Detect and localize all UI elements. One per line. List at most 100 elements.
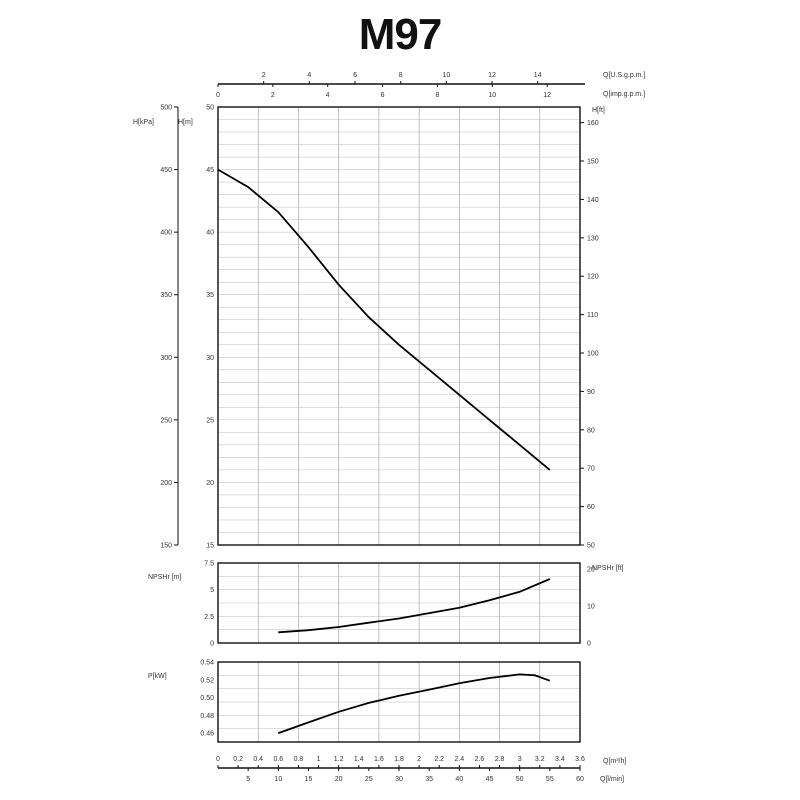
q-lmin-tick-label: 25	[365, 776, 373, 783]
y-tick-label: 0.50	[200, 695, 214, 702]
q-impgpm-tick-label: 12	[543, 92, 551, 99]
kpa-tick-label: 150	[160, 543, 172, 550]
q-m3h-tick-label: 1	[317, 756, 321, 763]
q-impgpm-axis-label: Q[imp.g.p.m.]	[603, 91, 645, 98]
npsh-ft-tick-label: 0	[587, 641, 591, 648]
ft-tick-label: 120	[587, 274, 599, 281]
kpa-tick-label: 450	[160, 167, 172, 174]
q-impgpm-tick-label: 2	[271, 92, 275, 99]
ft-tick-label: 130	[587, 235, 599, 242]
y-tick-label: 0.54	[200, 660, 214, 667]
q-usgpm-tick-label: 8	[399, 72, 403, 79]
plot-frame	[217, 562, 581, 644]
kpa-tick-label: 300	[160, 355, 172, 362]
curve-P	[277, 673, 551, 734]
ft-tick-label: 90	[587, 389, 595, 396]
y-tick-label: 25	[206, 417, 214, 424]
q-lmin-tick-label: 10	[274, 776, 282, 783]
kpa-axis-label: H[kPa]	[133, 119, 154, 126]
q-lmin-axis-label: Q[l/min]	[600, 776, 624, 783]
q-usgpm-tick-label: 6	[353, 72, 357, 79]
q-lmin-tick-label: 35	[425, 776, 433, 783]
q-lmin-tick-label: 5	[246, 776, 250, 783]
ft-tick-label: 70	[587, 466, 595, 473]
y-axis-label: H[m]	[178, 119, 193, 126]
npsh-ft-tick-label: 10	[587, 604, 595, 611]
y-tick-label: 0.52	[200, 677, 214, 684]
y-tick-label: 30	[206, 355, 214, 362]
y-tick-label: 7.5	[204, 561, 214, 568]
ft-tick-label: 150	[587, 159, 599, 166]
q-lmin-tick-label: 45	[486, 776, 494, 783]
q-usgpm-tick-label: 2	[262, 72, 266, 79]
npsh-ft-tick-label: 20	[587, 567, 595, 574]
y-tick-label: 35	[206, 292, 214, 299]
y-tick-label: 15	[206, 543, 214, 550]
q-impgpm-tick-label: 8	[435, 92, 439, 99]
ft-tick-label: 100	[587, 351, 599, 358]
y-tick-label: 50	[206, 105, 214, 112]
q-lmin-tick-label: 20	[335, 776, 343, 783]
q-m3h-axis-label: Q[m³/h]	[603, 758, 626, 765]
kpa-tick-label: 350	[160, 292, 172, 299]
ft-tick-label: 160	[587, 120, 599, 127]
kpa-tick-label: 400	[160, 230, 172, 237]
ft-tick-label: 60	[587, 504, 595, 511]
q-m3h-tick-label: 0	[216, 756, 220, 763]
q-m3h-tick-label: 3.6	[575, 756, 585, 763]
q-usgpm-tick-label: 4	[307, 72, 311, 79]
y-tick-label: 45	[206, 167, 214, 174]
q-impgpm-tick-label: 10	[488, 92, 496, 99]
q-m3h-tick-label: 3.2	[535, 756, 545, 763]
q-lmin-tick-label: 30	[395, 776, 403, 783]
chart-title: M97	[358, 10, 443, 59]
kpa-tick-label: 200	[160, 480, 172, 487]
y-tick-label: 20	[206, 480, 214, 487]
q-m3h-tick-label: 2.6	[475, 756, 485, 763]
q-usgpm-axis-label: Q[U.S.g.p.m.]	[603, 72, 645, 79]
q-m3h-tick-label: 1.6	[374, 756, 384, 763]
q-usgpm-tick-label: 12	[488, 72, 496, 79]
q-lmin-tick-label: 60	[576, 776, 584, 783]
plot-frame	[217, 106, 581, 546]
q-usgpm-tick-label: 14	[534, 72, 542, 79]
kpa-tick-label: 250	[160, 417, 172, 424]
y-axis-label: NPSHr [m]	[148, 574, 182, 581]
ft-tick-label: 110	[587, 312, 598, 319]
q-m3h-tick-label: 1.4	[354, 756, 364, 763]
q-impgpm-tick-label: 0	[216, 92, 220, 99]
ft-tick-label: 50	[587, 543, 595, 550]
q-lmin-tick-label: 40	[455, 776, 463, 783]
q-m3h-tick-label: 2.4	[454, 756, 464, 763]
q-m3h-tick-label: 2	[417, 756, 421, 763]
ft-tick-label: 80	[587, 427, 595, 434]
q-m3h-tick-label: 3.4	[555, 756, 565, 763]
ft-axis-label: H[ft]	[592, 107, 605, 114]
y-tick-label: 40	[206, 230, 214, 237]
q-lmin-tick-label: 55	[546, 776, 554, 783]
q-m3h-tick-label: 0.8	[294, 756, 304, 763]
q-m3h-tick-label: 0.4	[253, 756, 263, 763]
q-lmin-tick-label: 15	[305, 776, 313, 783]
y-tick-label: 5	[210, 587, 214, 594]
q-m3h-tick-label: 0.2	[233, 756, 243, 763]
y-tick-label: 2.5	[204, 614, 214, 621]
curve-NPSHr	[278, 578, 551, 634]
kpa-tick-label: 500	[160, 105, 172, 112]
q-m3h-tick-label: 0.6	[273, 756, 283, 763]
q-m3h-tick-label: 2.2	[434, 756, 444, 763]
ft-tick-label: 140	[587, 197, 599, 204]
plot-frame	[217, 661, 581, 743]
y-tick-label: 0.46	[200, 731, 214, 738]
q-impgpm-tick-label: 4	[326, 92, 330, 99]
q-lmin-tick-label: 50	[516, 776, 524, 783]
y-tick-label: 0	[210, 641, 214, 648]
q-m3h-tick-label: 2.8	[495, 756, 505, 763]
q-m3h-tick-label: 1.2	[334, 756, 344, 763]
y-tick-label: 0.48	[200, 713, 214, 720]
q-m3h-tick-label: 1.8	[394, 756, 404, 763]
q-usgpm-tick-label: 10	[442, 72, 450, 79]
q-m3h-tick-label: 3	[518, 756, 522, 763]
y-axis-label: P[kW]	[148, 673, 167, 680]
